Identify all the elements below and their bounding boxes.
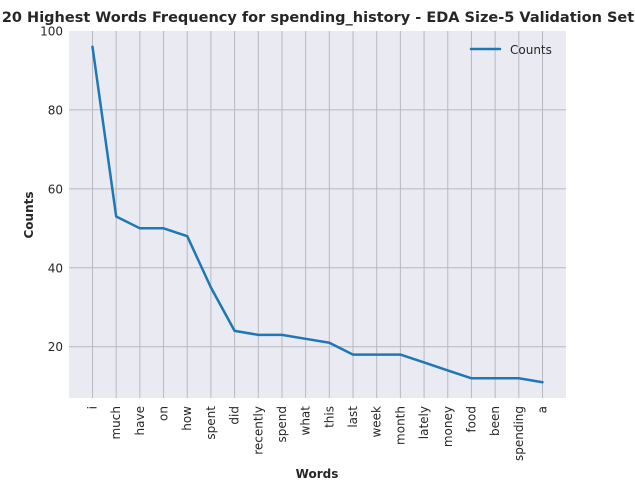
x-tick-label: did (228, 406, 242, 425)
y-tick-labels: 20 40 60 80 100 (40, 25, 63, 355)
x-tick-label: last (346, 406, 360, 428)
y-tick-label: 60 (48, 182, 63, 196)
x-tick-label: been (488, 406, 502, 436)
x-tick-label: how (180, 406, 194, 431)
legend-label-counts: Counts (510, 43, 552, 57)
x-axis-label: Words (296, 467, 339, 481)
x-tick-label: money (441, 406, 455, 447)
x-tick-label: food (464, 406, 478, 433)
x-tick-label: lately (417, 406, 431, 439)
x-tick-label: i (86, 406, 100, 409)
x-tick-label: spending (512, 406, 526, 461)
x-tick-label: spent (204, 406, 218, 440)
chart-title: 20 Highest Words Frequency for spending_… (2, 10, 634, 26)
y-axis-label: Counts (22, 191, 36, 238)
x-tick-label: recently (251, 406, 265, 455)
y-tick-label: 100 (40, 25, 63, 39)
x-tick-label: what (299, 406, 313, 436)
x-tick-label: have (133, 406, 147, 435)
x-tick-label: a (536, 406, 550, 413)
plot-background (69, 31, 566, 398)
x-tick-label: week (370, 406, 384, 438)
y-tick-label: 40 (48, 261, 63, 275)
x-tick-label: on (157, 406, 171, 421)
x-tick-label: spend (275, 406, 289, 442)
x-tick-label: much (109, 406, 123, 440)
x-tick-label: month (393, 406, 407, 445)
x-tick-label: this (322, 406, 336, 428)
y-tick-label: 20 (48, 340, 63, 354)
y-tick-label: 80 (48, 103, 63, 117)
